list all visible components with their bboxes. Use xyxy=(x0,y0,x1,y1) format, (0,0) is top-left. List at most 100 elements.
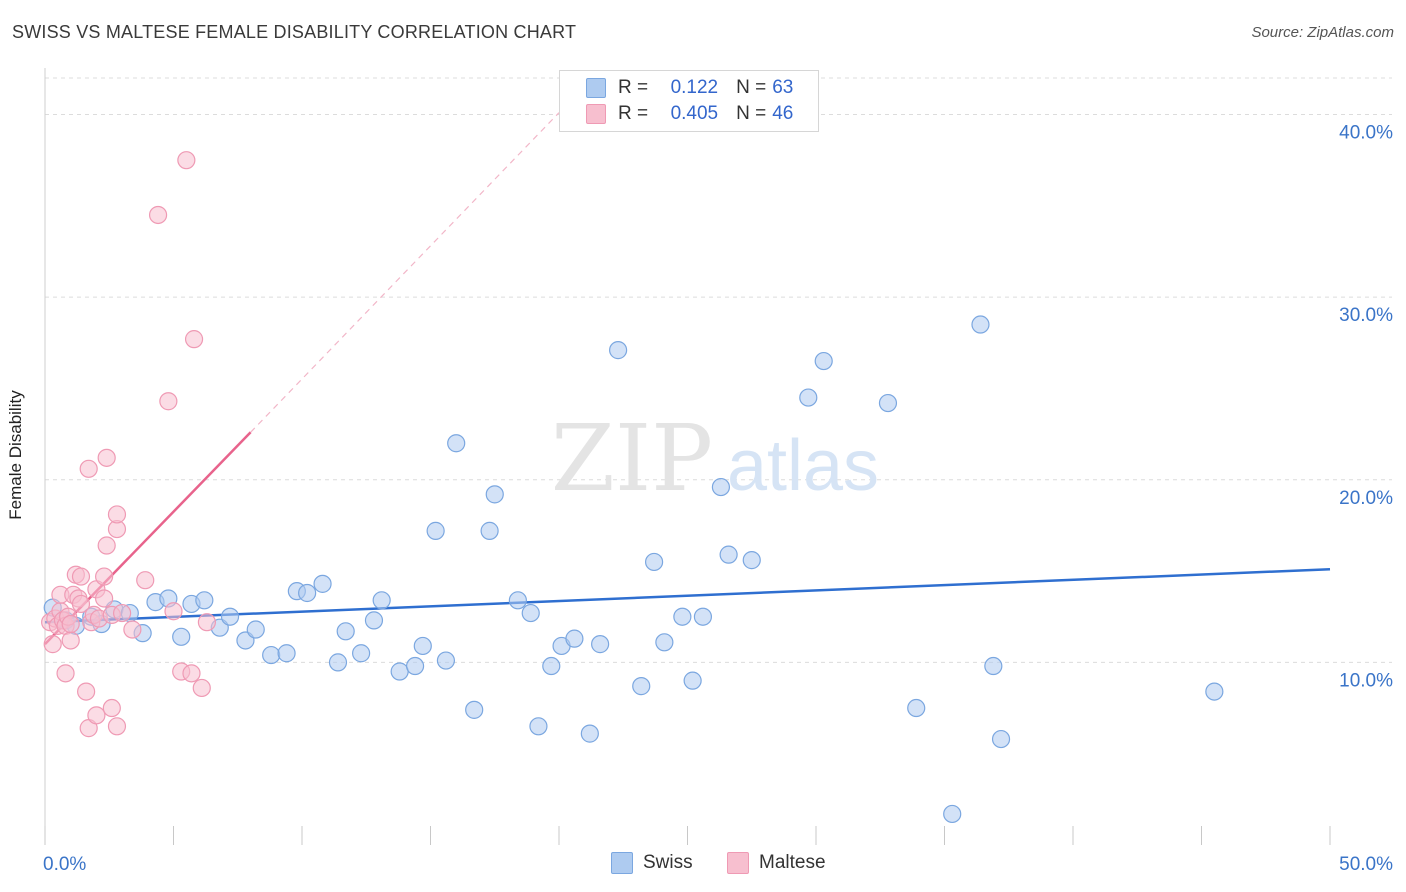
swiss-r-label: R = xyxy=(618,77,649,98)
maltese-r-value: 0.405 xyxy=(670,103,719,124)
swiss-point xyxy=(991,729,1011,749)
bottom-legend-swiss: Swiss xyxy=(611,852,693,874)
maltese-point xyxy=(184,330,204,349)
swiss-n-label: N = xyxy=(736,77,767,98)
maltese-point xyxy=(97,536,116,555)
swiss-point xyxy=(298,583,317,603)
maltese-point xyxy=(107,505,127,524)
swiss-point xyxy=(907,698,926,718)
y-tick-label: 20.0% xyxy=(1339,488,1393,509)
swiss-point xyxy=(542,656,561,676)
y-tick-label: 10.0% xyxy=(1339,670,1393,691)
swiss-point xyxy=(220,607,240,626)
swiss-point xyxy=(447,434,466,453)
swiss-point xyxy=(971,315,990,334)
swiss-point xyxy=(390,662,409,681)
maltese-point xyxy=(95,567,114,586)
swiss-point xyxy=(485,485,504,504)
swiss-point xyxy=(673,607,692,626)
swiss-point xyxy=(246,620,265,639)
maltese-r-label: R = xyxy=(618,103,649,124)
swiss-point xyxy=(372,591,391,610)
swiss-point xyxy=(799,388,818,407)
legend-row-swiss: R = 0.122 N = 63 xyxy=(586,76,793,100)
maltese-point xyxy=(192,678,211,698)
swiss-point xyxy=(172,627,191,646)
swiss-point xyxy=(878,393,898,413)
bottom-legend-maltese: Maltese xyxy=(727,852,826,874)
swiss-point xyxy=(480,521,499,540)
swiss-point xyxy=(683,671,702,690)
swiss-point xyxy=(195,591,214,610)
swiss-point xyxy=(984,656,1003,676)
swiss-points xyxy=(43,315,1224,824)
watermark: ZIP atlas xyxy=(551,405,879,512)
maltese-point xyxy=(102,698,121,718)
swiss-point xyxy=(711,477,731,497)
maltese-point xyxy=(61,614,80,634)
swiss-point xyxy=(580,724,599,743)
maltese-point xyxy=(43,635,62,654)
swiss-point xyxy=(521,603,540,623)
maltese-trend-extension xyxy=(250,112,560,433)
maltese-point xyxy=(177,151,196,170)
watermark-atlas: atlas xyxy=(727,426,879,506)
maltese-point xyxy=(107,717,127,736)
swiss-r-value: 0.122 xyxy=(670,77,719,98)
maltese-swatch xyxy=(586,104,606,124)
swiss-trend-line xyxy=(44,567,1331,624)
swiss-point xyxy=(609,341,628,360)
maltese-point xyxy=(159,392,178,411)
swiss-point xyxy=(529,717,548,736)
swiss-legend-swatch xyxy=(611,852,633,874)
swiss-point xyxy=(328,653,348,672)
maltese-point xyxy=(61,631,80,650)
maltese-point xyxy=(71,594,91,614)
maltese-n-value: 46 xyxy=(772,103,794,124)
maltese-point xyxy=(87,706,106,725)
swiss-point xyxy=(336,622,355,641)
maltese-point xyxy=(79,459,98,478)
legend-row-maltese: R = 0.405 N = 46 xyxy=(586,102,793,126)
swiss-point xyxy=(565,629,584,648)
swiss-point xyxy=(814,351,833,371)
swiss-point xyxy=(632,677,651,696)
maltese-point xyxy=(136,571,155,590)
swiss-point xyxy=(313,574,332,593)
tick-labels: 10.0% 20.0% 30.0% 40.0% 0.0% 50.0% xyxy=(43,123,1393,875)
swiss-point xyxy=(413,636,432,656)
swiss-point xyxy=(719,545,738,564)
maltese-point xyxy=(182,664,201,683)
maltese-point xyxy=(197,613,217,632)
stats-legend: R = 0.122 N = 63 R = 0.405 N = 46 xyxy=(559,70,819,132)
swiss-point xyxy=(508,591,527,610)
maltese-points xyxy=(41,151,217,738)
maltese-point xyxy=(97,448,116,467)
maltese-point xyxy=(148,205,168,225)
maltese-point xyxy=(112,603,132,623)
maltese-point xyxy=(164,602,183,621)
swiss-n-value: 63 xyxy=(772,77,794,98)
swiss-legend-label: Swiss xyxy=(643,852,693,873)
axes xyxy=(44,68,1331,845)
swiss-point xyxy=(742,551,761,570)
maltese-point xyxy=(56,664,75,683)
swiss-point xyxy=(693,607,713,626)
swiss-point xyxy=(1205,682,1224,701)
swiss-point xyxy=(465,700,484,719)
swiss-point xyxy=(277,644,296,663)
swiss-point xyxy=(644,552,664,572)
maltese-point xyxy=(71,567,91,586)
trend-lines xyxy=(44,112,1331,645)
y-axis-label: Female Disability xyxy=(6,390,25,520)
swiss-point xyxy=(436,651,456,670)
source-credit: Source: ZipAtlas.com xyxy=(1251,24,1394,41)
maltese-legend-label: Maltese xyxy=(759,852,826,873)
maltese-legend-swatch xyxy=(727,852,749,874)
chart-title: SWISS VS MALTESE FEMALE DISABILITY CORRE… xyxy=(12,22,577,42)
swiss-point xyxy=(943,804,962,824)
maltese-point xyxy=(123,620,142,639)
swiss-point xyxy=(262,645,281,665)
x-tick-label-max: 50.0% xyxy=(1339,854,1393,875)
